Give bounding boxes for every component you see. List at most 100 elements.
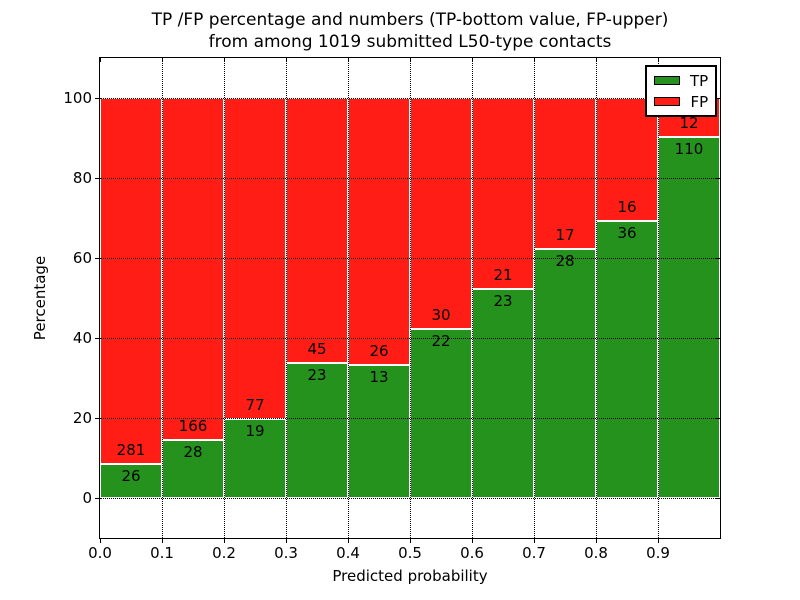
tp-count-label: 22 bbox=[431, 331, 451, 350]
tp-bar-segment bbox=[410, 328, 472, 498]
y-tick-mark bbox=[95, 418, 99, 419]
tp-legend-swatch bbox=[654, 76, 680, 85]
fp-count-label: 166 bbox=[178, 417, 208, 436]
fp-legend-swatch bbox=[654, 97, 680, 106]
legend: TP FP bbox=[645, 65, 718, 117]
tp-count-label: 23 bbox=[493, 291, 513, 310]
y-tick-label: 60 bbox=[72, 249, 92, 267]
x-tick-mark-top bbox=[162, 58, 163, 62]
x-tick-mark bbox=[162, 539, 163, 543]
y-tick-mark-right bbox=[716, 338, 720, 339]
fp-count-label: 16 bbox=[617, 198, 637, 217]
tp-bar-segment bbox=[658, 137, 720, 498]
vertical-gridline bbox=[534, 58, 535, 538]
x-tick-mark-top bbox=[658, 58, 659, 62]
x-tick-label: 0.6 bbox=[460, 544, 484, 562]
x-tick-label: 0.5 bbox=[398, 544, 422, 562]
y-tick-label: 20 bbox=[72, 409, 92, 427]
x-tick-label: 0.8 bbox=[584, 544, 608, 562]
legend-label: FP bbox=[690, 92, 709, 111]
y-tick-mark bbox=[95, 178, 99, 179]
y-tick-mark bbox=[95, 98, 99, 99]
y-tick-label: 40 bbox=[72, 329, 92, 347]
x-tick-mark-top bbox=[348, 58, 349, 62]
fp-bar-segment bbox=[286, 98, 348, 363]
x-tick-mark bbox=[100, 539, 101, 543]
x-tick-mark bbox=[596, 539, 597, 543]
tp-count-label: 13 bbox=[369, 367, 389, 386]
tp-bar-segment bbox=[472, 288, 534, 498]
x-tick-mark bbox=[658, 539, 659, 543]
tp-count-label: 23 bbox=[307, 365, 327, 384]
x-tick-label: 0.3 bbox=[274, 544, 298, 562]
fp-count-label: 26 bbox=[369, 341, 389, 360]
fp-bar-segment bbox=[100, 98, 162, 465]
x-tick-mark-top bbox=[224, 58, 225, 62]
x-tick-label: 0.1 bbox=[150, 544, 174, 562]
tp-bar-segment bbox=[162, 440, 224, 498]
y-tick-mark-right bbox=[716, 178, 720, 179]
x-tick-mark-top bbox=[286, 58, 287, 62]
x-tick-label: 0.2 bbox=[212, 544, 236, 562]
tp-count-label: 110 bbox=[674, 140, 704, 159]
y-tick-mark-right bbox=[716, 498, 720, 499]
vertical-gridline bbox=[658, 58, 659, 538]
tp-bar-segment bbox=[100, 464, 162, 498]
fp-count-label: 281 bbox=[116, 441, 146, 460]
tp-bar-segment bbox=[348, 364, 410, 498]
y-tick-mark bbox=[95, 338, 99, 339]
x-tick-mark bbox=[224, 539, 225, 543]
vertical-gridline bbox=[162, 58, 163, 538]
x-tick-mark bbox=[472, 539, 473, 543]
y-tick-mark-right bbox=[716, 98, 720, 99]
y-tick-mark bbox=[95, 498, 99, 499]
x-axis-label: Predicted probability bbox=[332, 567, 488, 585]
x-tick-mark-top bbox=[410, 58, 411, 62]
fp-count-label: 77 bbox=[245, 395, 265, 414]
tp-count-label: 28 bbox=[183, 443, 203, 462]
fp-count-label: 12 bbox=[679, 114, 699, 133]
fp-bar-segment bbox=[410, 98, 472, 329]
tp-count-label: 26 bbox=[121, 467, 141, 486]
x-tick-mark-top bbox=[472, 58, 473, 62]
tp-count-label: 28 bbox=[555, 252, 575, 271]
legend-entry-fp: FP bbox=[654, 92, 709, 111]
chart-title-line2: from among 1019 submitted L50-type conta… bbox=[208, 32, 612, 52]
fp-count-label: 45 bbox=[307, 339, 327, 358]
tp-count-label: 36 bbox=[617, 224, 637, 243]
x-tick-mark bbox=[410, 539, 411, 543]
x-tick-label: 0.0 bbox=[88, 544, 112, 562]
y-axis-label: Percentage bbox=[31, 255, 49, 341]
vertical-gridline bbox=[224, 58, 225, 538]
fp-count-label: 21 bbox=[493, 265, 513, 284]
x-tick-mark bbox=[348, 539, 349, 543]
x-tick-label: 0.4 bbox=[336, 544, 360, 562]
legend-label: TP bbox=[690, 71, 709, 90]
x-tick-mark-top bbox=[596, 58, 597, 62]
vertical-gridline bbox=[410, 58, 411, 538]
plot-area: 281 26 166 28 77 19 45 23 26 13 30 22 21 23 17 28 16 36 12… bbox=[95, 57, 721, 543]
fp-count-label: 17 bbox=[555, 226, 575, 245]
y-tick-label: 80 bbox=[72, 169, 92, 187]
x-tick-label: 0.7 bbox=[522, 544, 546, 562]
x-tick-mark bbox=[286, 539, 287, 543]
y-tick-label: 0 bbox=[82, 489, 92, 507]
vertical-gridline bbox=[286, 58, 287, 538]
fp-bar-segment bbox=[348, 98, 410, 365]
y-tick-mark bbox=[95, 258, 99, 259]
legend-entry-tp: TP bbox=[654, 71, 709, 90]
x-tick-label: 0.9 bbox=[646, 544, 670, 562]
x-tick-mark-top bbox=[100, 58, 101, 62]
y-tick-mark-right bbox=[716, 418, 720, 419]
y-tick-mark-right bbox=[716, 258, 720, 259]
vertical-gridline bbox=[472, 58, 473, 538]
vertical-gridline bbox=[596, 58, 597, 538]
fp-count-label: 30 bbox=[431, 305, 451, 324]
chart-title-line1: TP /FP percentage and numbers (TP-bottom… bbox=[151, 10, 669, 30]
chart-title: TP /FP percentage and numbers (TP-bottom… bbox=[100, 9, 720, 53]
tp-bar-segment bbox=[596, 221, 658, 498]
vertical-gridline bbox=[348, 58, 349, 538]
x-tick-mark bbox=[534, 539, 535, 543]
y-tick-label: 100 bbox=[63, 89, 92, 107]
